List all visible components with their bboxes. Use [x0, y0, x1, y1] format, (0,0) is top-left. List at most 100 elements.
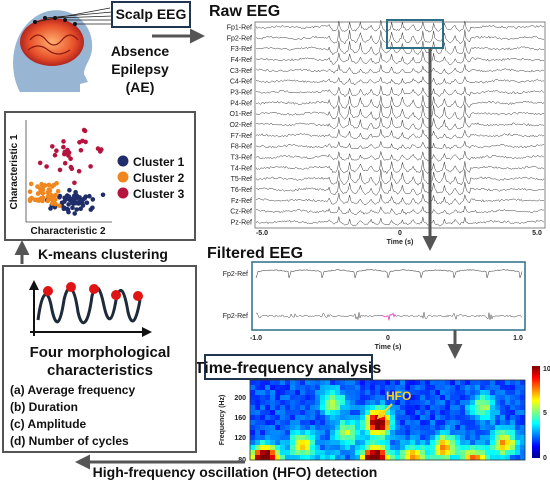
spectrogram-cell: [260, 450, 266, 456]
spectrogram-cell: [480, 415, 486, 421]
spectrogram-cell: [390, 405, 396, 411]
spectrogram-cell: [430, 410, 436, 416]
spectrogram-cell: [380, 390, 386, 396]
channel-label: F8-Ref: [231, 144, 252, 151]
legend-swatch: [117, 171, 129, 183]
channel-label: F4-Ref: [231, 57, 252, 64]
spectrogram-cell: [515, 400, 521, 406]
spectrogram-cell: [370, 395, 376, 401]
spectrogram-cell: [440, 420, 446, 426]
cluster-point: [67, 197, 72, 203]
spectrogram-cell: [335, 410, 341, 416]
spectrogram-cell: [445, 425, 451, 431]
spectrogram-cell: [275, 420, 281, 426]
spectrogram-cell: [265, 400, 271, 406]
spectrogram-cell: [380, 435, 386, 441]
spectrogram-frame: [249, 379, 526, 461]
spectrogram-cell: [345, 415, 351, 421]
spectrogram-cell: [315, 430, 321, 436]
spectrogram-cell: [265, 390, 271, 396]
spectrogram-cell: [390, 425, 396, 431]
spectrogram-cell: [280, 450, 286, 456]
eeg-trace: [255, 64, 545, 75]
spectrogram-cell: [330, 405, 336, 411]
spectrogram-cell: [520, 380, 526, 386]
spectrogram-cell: [390, 410, 396, 416]
spectrogram-cell: [365, 450, 371, 456]
spectrogram-cell: [305, 415, 311, 421]
spectrogram-cell: [385, 445, 391, 451]
spectrogram-cell: [360, 435, 366, 441]
spectrogram-cell: [385, 390, 391, 396]
spectrogram-cell: [350, 385, 356, 391]
spectrogram-cell: [320, 435, 326, 441]
eeg-trace: [255, 193, 544, 205]
spectrogram-cell: [505, 420, 511, 426]
spectrogram-cell: [440, 415, 446, 421]
spectrogram-cell: [325, 455, 331, 461]
morphology-item: (c) Amplitude: [10, 417, 87, 431]
cluster-point: [69, 166, 75, 171]
spectrogram-cell: [315, 440, 321, 446]
cluster-point: [39, 196, 44, 201]
spectrogram-cell: [390, 435, 396, 441]
spectrogram-cell: [500, 385, 506, 391]
spectrogram-cell: [435, 420, 441, 426]
eeg-trace: [255, 51, 545, 66]
y-axis-label: Characteristic 1: [9, 134, 20, 209]
spectrogram-cell: [455, 425, 461, 431]
ae-label: (AE): [126, 79, 155, 95]
spectrogram-cell: [515, 380, 521, 386]
spectrogram-cell: [450, 430, 456, 436]
spectrogram-cell: [375, 455, 381, 461]
spectrogram-cell: [305, 450, 311, 456]
spectrogram-cell: [315, 450, 321, 456]
spectrogram-cell: [365, 445, 371, 451]
spectrogram-cell: [315, 400, 321, 406]
cluster-point: [70, 205, 75, 210]
spectrogram-cell: [270, 440, 276, 446]
cluster-point: [72, 180, 77, 186]
spectrogram-cell: [415, 410, 421, 416]
eeg-trace: [255, 204, 545, 215]
spectrogram-cell: [355, 380, 361, 386]
spectrogram-cell: [500, 415, 506, 421]
spectrogram-cell: [255, 425, 261, 431]
spectrogram-cell: [435, 450, 441, 456]
spectrogram-cell: [370, 385, 376, 391]
spectrogram-cell: [425, 395, 431, 401]
colorbar-tick: 0: [543, 455, 547, 462]
spectrogram-cell: [470, 425, 476, 431]
spectrogram-cell: [270, 395, 276, 401]
spectrogram-cell: [495, 385, 501, 391]
spectrogram-cell: [475, 455, 481, 461]
spectrogram-cell: [365, 435, 371, 441]
cluster-point: [72, 211, 77, 216]
spectrogram-cell: [260, 420, 266, 426]
spectrogram-cell: [490, 430, 496, 436]
spectrogram-cell: [400, 435, 406, 441]
eeg-trace: [255, 95, 545, 110]
spectrogram-cell: [325, 390, 331, 396]
spectrogram-cell: [340, 390, 346, 396]
spectrogram-cell: [450, 410, 456, 416]
spectrogram-cell: [395, 455, 401, 461]
spectrogram-cell: [330, 390, 336, 396]
spectrogram-cell: [285, 385, 291, 391]
spectrogram-cell: [265, 455, 271, 461]
spectrogram-cell: [515, 430, 521, 436]
spectrogram-cell: [285, 445, 291, 451]
spectrogram-cell: [275, 385, 281, 391]
spectrogram-cell: [410, 420, 416, 426]
legend-label: Cluster 3: [133, 187, 185, 201]
spectrogram-cell: [280, 395, 286, 401]
cluster-point: [35, 184, 40, 189]
spectrogram-cell: [345, 400, 351, 406]
spectrogram-cell: [385, 380, 391, 386]
spectrogram-cell: [485, 400, 491, 406]
spectrogram-cell: [250, 400, 256, 406]
spectrogram-cell: [510, 435, 516, 441]
cluster-point: [53, 192, 58, 198]
spectrogram-cell: [450, 405, 456, 411]
